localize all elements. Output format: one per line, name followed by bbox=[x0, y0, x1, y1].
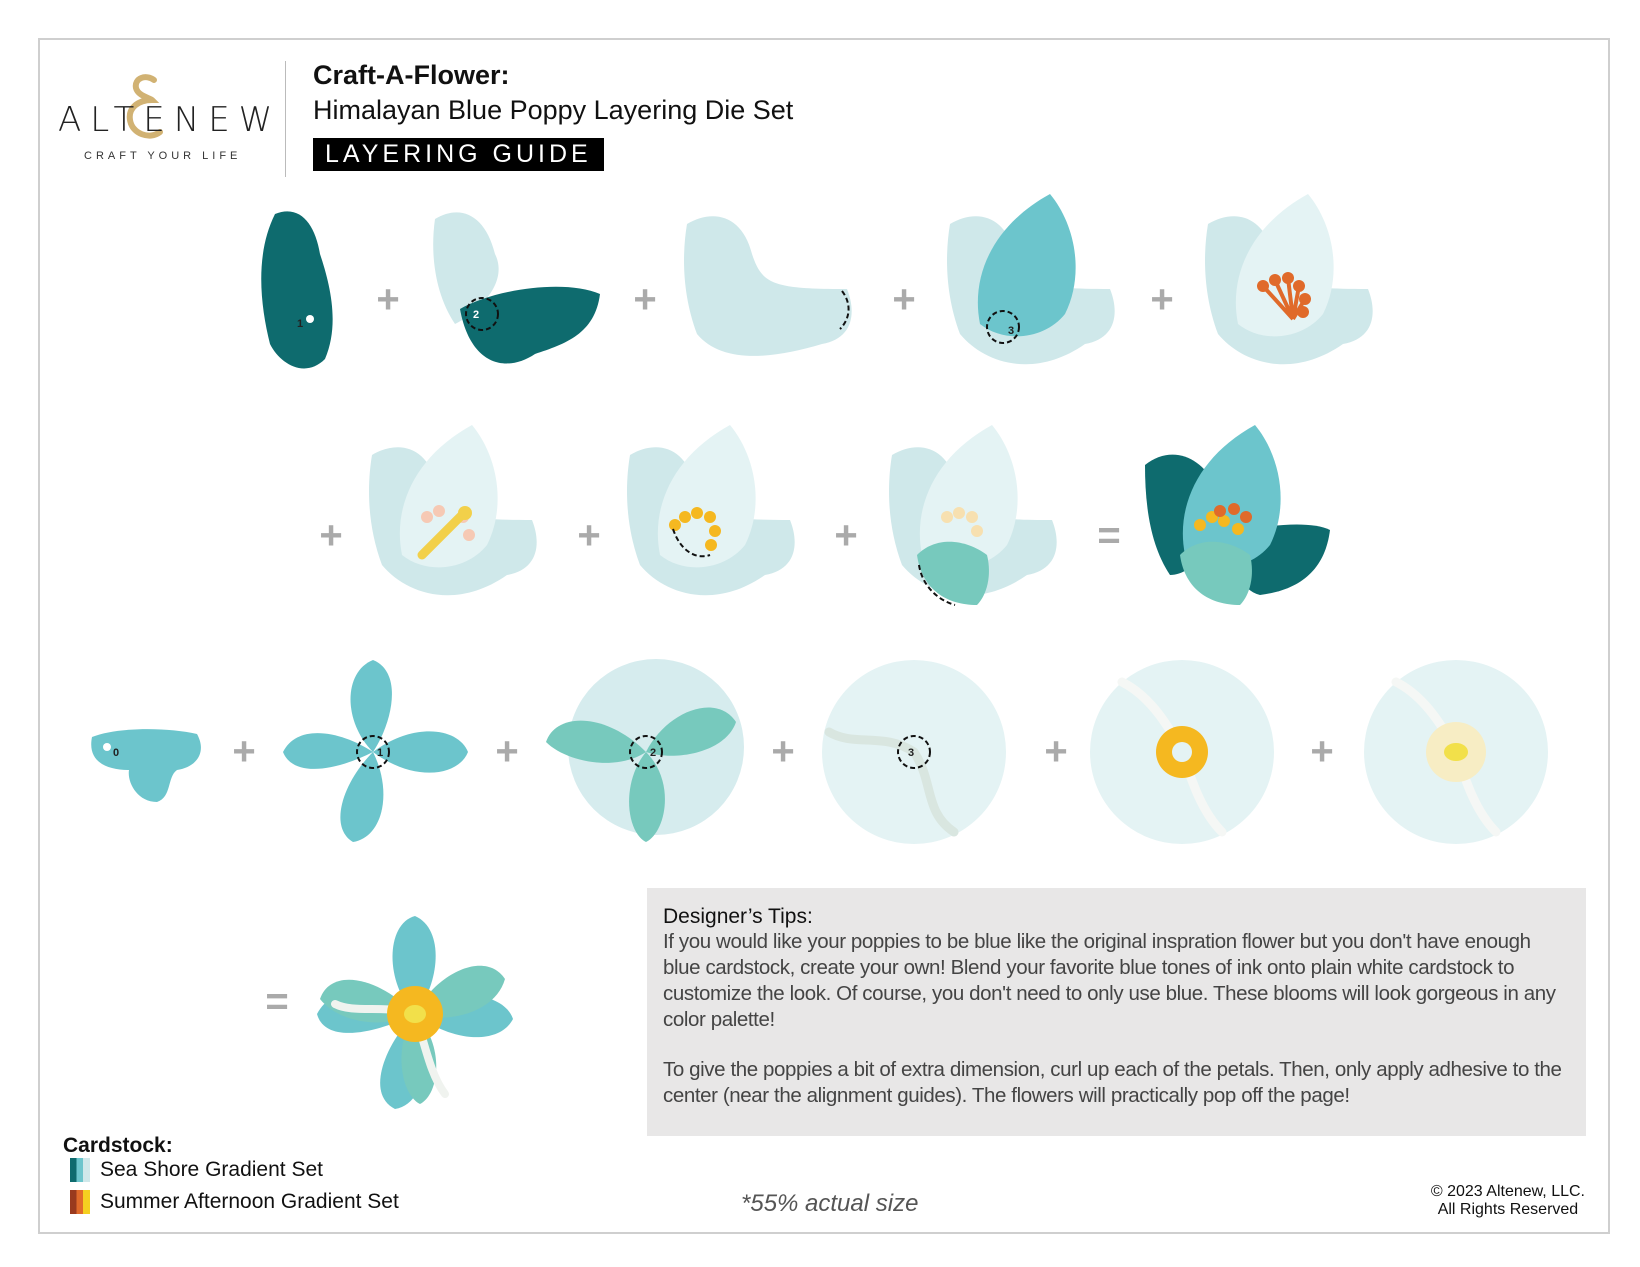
step-1-3-illustration bbox=[672, 194, 872, 394]
cardstock-item-label: Sea Shore Gradient Set bbox=[100, 1158, 323, 1181]
altenew-logo: ALTENEW CRAFT YOUR LIFE bbox=[58, 74, 272, 178]
step-2-result-illustration bbox=[1140, 425, 1340, 625]
plus-operator: + bbox=[577, 513, 601, 558]
step-number: 2 bbox=[650, 747, 656, 759]
plus-operator: + bbox=[834, 513, 858, 558]
step-2-1-illustration bbox=[357, 425, 557, 625]
step-number: 3 bbox=[908, 747, 914, 759]
rights-line: All Rights Reserved bbox=[1437, 1201, 1579, 1218]
final-flower-illustration bbox=[315, 914, 515, 1114]
cardstock-item-sea-shore: Sea Shore Gradient Set bbox=[70, 1158, 323, 1182]
step-1-5-illustration bbox=[1193, 194, 1393, 394]
page-subtitle: Himalayan Blue Poppy Layering Die Set bbox=[313, 95, 794, 125]
copyright-line: © 2023 Altenew, LLC. bbox=[1430, 1183, 1585, 1200]
step-3-5-illustration bbox=[1082, 652, 1282, 852]
sea-shore-swatch-icon bbox=[70, 1158, 90, 1182]
designers-tips-panel: Designer’s Tips: If you would like your … bbox=[647, 888, 1586, 1136]
logo-tagline: CRAFT YOUR LIFE bbox=[84, 150, 242, 162]
plus-operator: + bbox=[232, 729, 256, 774]
step-1-1-illustration: 1 bbox=[205, 194, 405, 394]
step-3-6-illustration bbox=[1356, 652, 1556, 852]
logo-brand: ALTENEW bbox=[58, 100, 282, 140]
tips-paragraph-1: If you would like your poppies to be blu… bbox=[663, 930, 1556, 1031]
cardstock-item-summer-afternoon: Summer Afternoon Gradient Set bbox=[70, 1190, 399, 1214]
step-number: 1 bbox=[377, 747, 383, 759]
plus-operator: + bbox=[376, 277, 400, 322]
equals-operator: = bbox=[265, 979, 289, 1024]
equals-operator: = bbox=[1097, 513, 1121, 558]
cardstock-heading: Cardstock: bbox=[63, 1134, 173, 1157]
plus-operator: + bbox=[1310, 729, 1334, 774]
plus-operator: + bbox=[1150, 277, 1174, 322]
step-3-4-illustration: 3 bbox=[814, 652, 1014, 852]
tips-heading: Designer’s Tips: bbox=[663, 905, 813, 928]
tips-paragraph-2: To give the poppies a bit of extra dimen… bbox=[663, 1058, 1562, 1107]
step-2-3-illustration bbox=[877, 425, 1077, 625]
step-1-2-illustration: 2 bbox=[415, 194, 615, 394]
plus-operator: + bbox=[771, 729, 795, 774]
plus-operator: + bbox=[495, 729, 519, 774]
page-title: Craft-A-Flower: bbox=[313, 60, 510, 90]
cardstock-item-label: Summer Afternoon Gradient Set bbox=[100, 1190, 399, 1213]
plus-operator: + bbox=[892, 277, 916, 322]
header-divider bbox=[285, 61, 286, 177]
page-frame bbox=[38, 38, 1610, 1234]
step-number: 0 bbox=[113, 747, 119, 759]
copyright: © 2023 Altenew, LLC. All Rights Reserved bbox=[1431, 1183, 1585, 1219]
step-1-4-illustration: 3 bbox=[935, 194, 1135, 394]
scale-note: *55% actual size bbox=[741, 1190, 919, 1217]
plus-operator: + bbox=[319, 513, 343, 558]
plus-operator: + bbox=[633, 277, 657, 322]
step-3-1-illustration: 0 bbox=[47, 652, 247, 852]
summer-afternoon-swatch-icon bbox=[70, 1190, 90, 1214]
step-number: 3 bbox=[1008, 325, 1014, 337]
plus-operator: + bbox=[1044, 729, 1068, 774]
step-3-2-illustration: 1 bbox=[273, 652, 473, 852]
logo-ampersand-icon bbox=[126, 74, 163, 139]
layering-guide-badge: LAYERING GUIDE bbox=[313, 138, 604, 171]
step-number: 1 bbox=[297, 318, 303, 330]
step-2-2-illustration bbox=[615, 425, 815, 625]
step-3-3-illustration: 2 bbox=[546, 652, 746, 852]
step-number: 2 bbox=[473, 309, 479, 321]
